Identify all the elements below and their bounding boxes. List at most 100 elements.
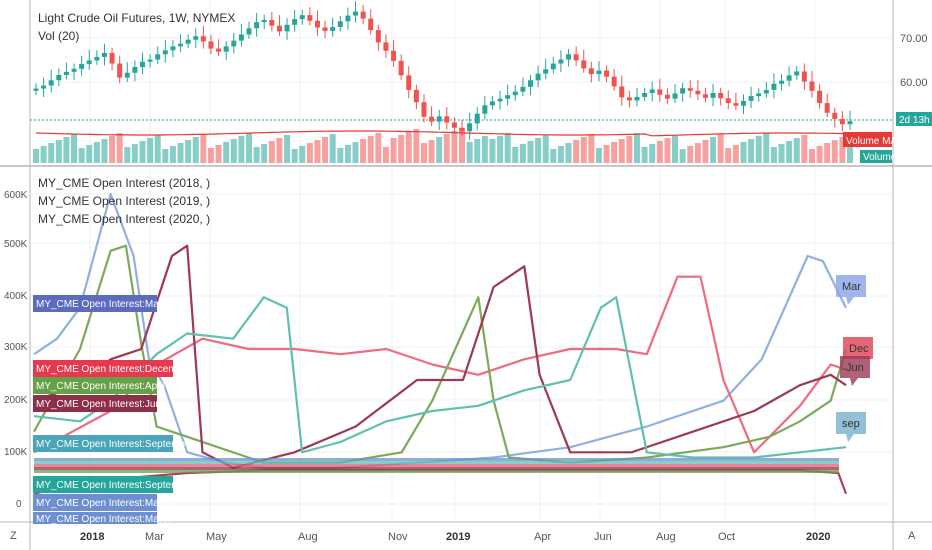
candle-body-58	[474, 113, 480, 124]
candle-body-41	[345, 15, 351, 22]
volume-bar-105	[831, 140, 838, 163]
candle-body-67	[543, 69, 549, 74]
tag-march-3[interactable]: MY_CME Open Interest:March	[33, 512, 173, 525]
x-tick-2018: 2018	[80, 531, 104, 543]
y-tick-400k: 400K	[4, 291, 28, 302]
candle-body-29	[254, 22, 260, 29]
volume-bar-40	[337, 148, 344, 163]
volume-bar-81	[649, 144, 656, 163]
volume-bar-62	[504, 133, 511, 163]
candle-body-101	[801, 71, 807, 82]
callout-sep[interactable]: sep	[836, 412, 866, 442]
countdown-label: 2d 13h	[899, 115, 930, 126]
volume-bar-27	[238, 136, 245, 163]
volume-bar-84	[672, 135, 679, 163]
x-tick-jun: Jun	[594, 531, 612, 543]
candle-body-70	[566, 54, 572, 60]
volume-bar-56	[459, 128, 466, 163]
volume-title: Vol (20)	[38, 29, 79, 43]
volume-bar-86	[687, 146, 694, 163]
svg-text:MY_CME Open Interest:September: MY_CME Open Interest:September	[36, 439, 195, 450]
candle-body-24	[216, 48, 222, 52]
volume-bar-36	[306, 143, 313, 163]
candle-body-33	[284, 24, 290, 32]
volume-bar-57	[466, 142, 473, 163]
candle-body-34	[292, 19, 298, 25]
tag-june[interactable]: MY_CME Open Interest:June	[33, 395, 167, 412]
volume-bar-77	[618, 139, 625, 163]
tag-march-1[interactable]: MY_CME Open Interest:March	[33, 295, 173, 312]
tag-march-2[interactable]: MY_CME Open Interest:March	[33, 494, 173, 511]
y-tick-300k: 300K	[4, 342, 28, 353]
svg-text:MY_CME Open Interest:June: MY_CME Open Interest:June	[36, 399, 167, 410]
svg-text:MY_CME Open Interest:September: MY_CME Open Interest:September	[36, 480, 195, 491]
volume-bar-58	[474, 139, 481, 163]
svg-text:sep: sep	[842, 418, 860, 430]
tag-september-2[interactable]: MY_CME Open Interest:September	[33, 476, 195, 493]
callout-mar[interactable]: Mar	[836, 275, 866, 305]
candle-body-96	[763, 89, 769, 94]
candle-body-91	[725, 98, 731, 104]
volume-bar-106	[839, 137, 846, 163]
volume-bar-34	[291, 149, 298, 163]
candle-body-80	[642, 93, 648, 97]
volume-bar-30	[261, 144, 268, 163]
candle-body-72	[581, 60, 587, 69]
tag-september-1[interactable]: MY_CME Open Interest:September	[33, 435, 195, 452]
volume-bar-24	[215, 145, 222, 163]
volume-bar-82	[656, 141, 663, 163]
volume-bar-74	[595, 148, 602, 163]
candle-body-105	[832, 112, 838, 119]
candle-body-20	[185, 39, 191, 44]
volume-bar-16	[154, 135, 161, 163]
corner-a[interactable]: A	[908, 530, 916, 542]
svg-text:MY_CME Open Interest:April: MY_CME Open Interest:April	[36, 381, 165, 392]
x-tick-may: May	[206, 531, 227, 543]
volume-bar-61	[497, 136, 504, 163]
x-tick-2020: 2020	[806, 531, 830, 543]
volume-bar-23	[207, 148, 214, 163]
volume-ma-badge	[843, 132, 892, 147]
corner-z[interactable]: Z	[10, 530, 17, 542]
candle-body-32	[276, 25, 282, 32]
candle-body-9	[101, 52, 107, 57]
volume-bar-50	[413, 129, 420, 163]
candle-body-36	[307, 15, 313, 21]
candle-body-98	[779, 80, 785, 84]
volume-bar-102	[808, 149, 815, 163]
countdown-badge	[896, 112, 932, 126]
y-tick-200k: 200K	[4, 395, 28, 406]
candle-body-62	[505, 95, 511, 99]
volume-bar-39	[329, 134, 336, 163]
candle-body-2	[48, 80, 54, 86]
volume-bar-83	[664, 138, 671, 163]
candle-body-43	[360, 11, 366, 19]
tag-april[interactable]: MY_CME Open Interest:April	[33, 377, 165, 394]
candle-body-86	[687, 88, 693, 91]
candle-body-59	[482, 105, 488, 114]
candle-body-42	[353, 11, 359, 16]
candle-body-40	[337, 21, 343, 27]
candle-body-76	[611, 76, 617, 87]
candle-body-92	[733, 103, 739, 106]
candle-body-63	[512, 91, 518, 96]
candle-body-77	[619, 86, 625, 98]
candle-body-3	[56, 74, 62, 81]
callout-jun[interactable]: Jun	[840, 356, 870, 386]
volume-bar-44	[367, 136, 374, 163]
candle-body-94	[748, 96, 754, 101]
candle-body-75	[604, 70, 610, 77]
candle-body-74	[596, 70, 602, 75]
volume-bar-96	[763, 133, 770, 163]
price-pane[interactable]	[33, 1, 853, 163]
oi-line-4	[33, 296, 847, 459]
candle-body-79	[634, 96, 640, 101]
callout-dec[interactable]: Dec	[843, 337, 873, 359]
candle-body-7	[86, 60, 92, 64]
tag-december[interactable]: MY_CME Open Interest:December	[33, 360, 192, 377]
volume-bar-18	[169, 146, 176, 163]
volume-bar-28	[246, 133, 253, 163]
volume-bar-98	[778, 144, 785, 163]
candle-body-104	[824, 103, 830, 113]
